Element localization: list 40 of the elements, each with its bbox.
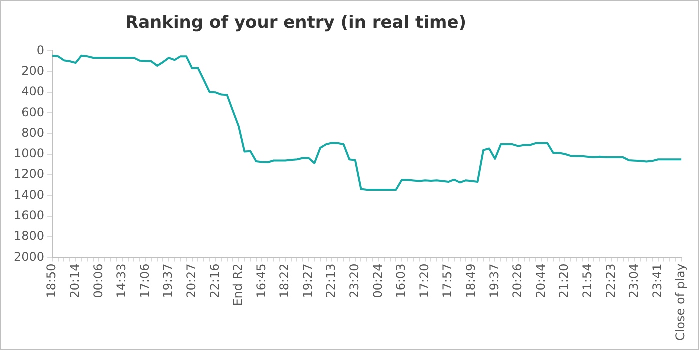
x-tick-label: 19:37 xyxy=(161,264,176,298)
x-tick-label: 22:16 xyxy=(208,264,222,298)
x-tick-label: 17:20 xyxy=(417,264,432,298)
y-tick-label: 1000 xyxy=(14,146,45,161)
x-tick-label: 17:06 xyxy=(138,264,152,298)
y-tick-label: 400 xyxy=(22,84,45,99)
x-tick-label: 20:27 xyxy=(184,264,198,298)
x-tick-label: 00:06 xyxy=(91,264,106,298)
x-tick-label: 18:49 xyxy=(464,264,478,298)
x-tick-label: 00:24 xyxy=(370,264,385,298)
x-tick-label: 22:13 xyxy=(324,264,338,298)
y-tick-label: 1400 xyxy=(14,188,45,202)
x-tick-label: 18:22 xyxy=(278,264,292,298)
x-tick-label: End R2 xyxy=(231,264,246,306)
x-tick-label: 17:57 xyxy=(440,264,455,298)
y-tick-label: 1800 xyxy=(14,229,45,244)
x-tick-label: 14:33 xyxy=(114,264,129,298)
x-tick-label: 23:20 xyxy=(348,264,362,298)
y-tick-label: 1200 xyxy=(14,167,45,182)
x-tick-label: 23:41 xyxy=(650,264,664,298)
x-tick-label: 20:44 xyxy=(534,264,548,298)
y-tick-label: 200 xyxy=(22,64,45,78)
x-tick-label: 22:23 xyxy=(604,264,618,298)
y-tick-label: 2000 xyxy=(14,250,45,264)
y-tick-label: 0 xyxy=(36,43,45,58)
x-tick-label: 18:50 xyxy=(44,264,59,298)
x-tick-label: Close of play xyxy=(674,264,688,342)
x-tick-label: 23:04 xyxy=(627,264,642,298)
x-tick-label: 21:54 xyxy=(580,264,595,298)
y-tick-label: 1600 xyxy=(14,208,45,223)
x-tick-label: 20:26 xyxy=(510,264,525,298)
x-tick-label: 21:20 xyxy=(557,264,572,298)
y-tick-label: 600 xyxy=(22,105,45,120)
x-tick-label: 20:14 xyxy=(68,264,82,298)
y-tick-label: 800 xyxy=(22,126,45,140)
x-tick-label: 16:03 xyxy=(394,264,408,298)
chart-title: Ranking of your entry (in real time) xyxy=(124,13,468,33)
x-tick-label: 19:37 xyxy=(487,264,502,298)
x-tick-label: 16:45 xyxy=(254,264,268,298)
x-tick-label: 19:27 xyxy=(300,264,315,298)
